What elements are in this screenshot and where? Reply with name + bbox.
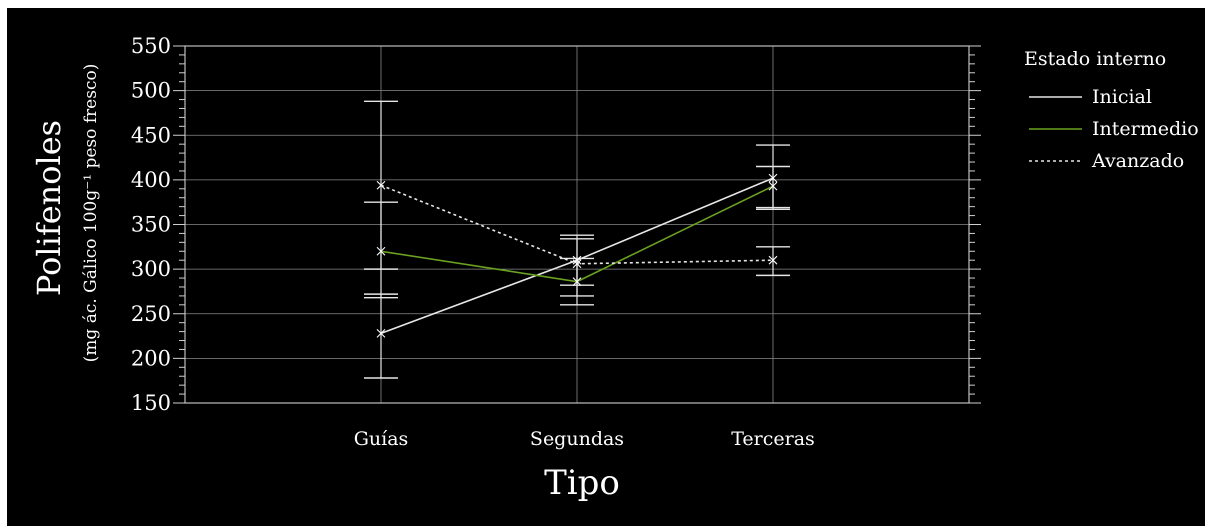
chart-canvas: 150 200 250 300 350 400 450 500 550 Guías Segunda… xyxy=(30,34,1199,503)
data-point-inicial xyxy=(376,328,386,338)
y-tick-label: 500 xyxy=(131,79,171,103)
y-tick-label: 400 xyxy=(131,168,171,192)
data-point-intermedio xyxy=(376,246,386,256)
data-point-avanzado xyxy=(768,255,778,265)
point-mark xyxy=(376,328,386,338)
data-point-avanzado xyxy=(572,259,582,269)
legend-label-intermedio: Intermedio xyxy=(1092,118,1199,140)
x-tick-label: Segundas xyxy=(530,428,624,450)
legend-label-inicial: Inicial xyxy=(1092,86,1152,108)
y-tick-label: 150 xyxy=(131,391,171,415)
x-tick-label: Terceras xyxy=(731,428,815,450)
y-axis-ticks xyxy=(173,45,981,404)
point-mark xyxy=(572,277,582,287)
x-axis-tick-labels: Guías Segundas Terceras xyxy=(354,428,815,450)
y-tick-label: 250 xyxy=(131,302,171,326)
point-mark xyxy=(768,255,778,265)
data-point-inicial xyxy=(572,255,582,265)
grid xyxy=(185,45,969,404)
y-axis-subtitle: (mg ác. Gálico 100g⁻¹ peso fresco) xyxy=(81,64,101,363)
legend-label-avanzado: Avanzado xyxy=(1091,150,1184,172)
data-points xyxy=(376,173,778,338)
point-mark xyxy=(768,181,778,191)
y-axis-title: Polifenoles xyxy=(30,120,68,296)
point-mark xyxy=(572,255,582,265)
point-mark xyxy=(572,259,582,269)
error-bars xyxy=(364,100,790,379)
data-point-intermedio xyxy=(572,277,582,287)
legend-entries: Inicial Intermedio Avanzado xyxy=(1029,86,1199,172)
data-point-avanzado xyxy=(376,180,386,190)
y-axis-tick-labels: 150 200 250 300 350 400 450 500 550 xyxy=(131,34,171,415)
data-point-intermedio xyxy=(768,181,778,191)
y-tick-label: 550 xyxy=(131,34,171,58)
data-point-inicial xyxy=(768,173,778,183)
point-mark xyxy=(376,246,386,256)
x-axis-title: Tipo xyxy=(544,463,620,503)
x-tick-label: Guías xyxy=(354,428,409,450)
point-mark xyxy=(376,180,386,190)
y-tick-label: 350 xyxy=(131,213,171,237)
y-tick-label: 300 xyxy=(131,257,171,281)
legend-title: Estado interno xyxy=(1024,48,1166,70)
y-tick-label: 450 xyxy=(131,123,171,147)
chart-area: 150 200 250 300 350 400 450 500 550 Guías Segunda… xyxy=(7,8,1205,526)
y-tick-label: 200 xyxy=(131,346,171,370)
point-mark xyxy=(768,173,778,183)
legend: Estado interno Inicial Intermedio Avanzado xyxy=(1024,48,1199,172)
